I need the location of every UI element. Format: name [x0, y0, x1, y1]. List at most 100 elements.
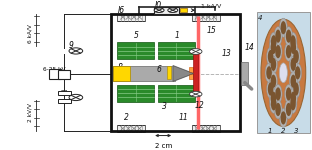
Text: 2: 2	[281, 128, 285, 134]
Text: R2: R2	[60, 99, 68, 104]
Text: 2 kV/V: 2 kV/V	[28, 103, 33, 123]
Bar	[192, 125, 220, 132]
Ellipse shape	[290, 92, 296, 105]
Text: 15: 15	[207, 26, 217, 35]
Ellipse shape	[266, 80, 275, 99]
Ellipse shape	[292, 80, 300, 99]
Text: 6 kA/V: 6 kA/V	[28, 25, 33, 44]
Ellipse shape	[270, 94, 278, 113]
Text: 5: 5	[133, 31, 138, 40]
Ellipse shape	[286, 103, 291, 116]
Text: 2 cm: 2 cm	[154, 143, 172, 149]
Text: 1: 1	[268, 128, 273, 134]
Ellipse shape	[265, 63, 273, 82]
Ellipse shape	[285, 100, 293, 119]
Bar	[117, 125, 145, 132]
Ellipse shape	[280, 111, 286, 124]
Circle shape	[69, 94, 83, 101]
Ellipse shape	[286, 30, 291, 43]
Text: 9: 9	[69, 41, 74, 50]
Circle shape	[154, 8, 164, 12]
Ellipse shape	[290, 41, 296, 54]
Ellipse shape	[270, 32, 278, 51]
Ellipse shape	[275, 30, 281, 43]
Ellipse shape	[285, 84, 293, 103]
Bar	[113, 66, 175, 81]
Text: 2: 2	[124, 113, 129, 122]
Bar	[57, 91, 71, 95]
Ellipse shape	[274, 100, 282, 119]
Text: R1: R1	[60, 90, 68, 95]
Ellipse shape	[289, 89, 297, 108]
Ellipse shape	[279, 18, 287, 37]
Text: 1 kA/V: 1 kA/V	[201, 3, 221, 8]
Ellipse shape	[274, 42, 282, 61]
Bar	[117, 85, 154, 102]
Ellipse shape	[269, 55, 277, 74]
Ellipse shape	[279, 63, 287, 83]
Text: 13: 13	[222, 49, 232, 58]
Circle shape	[190, 91, 202, 97]
Bar	[193, 54, 197, 93]
Ellipse shape	[269, 72, 277, 91]
Text: 7: 7	[52, 71, 57, 77]
Ellipse shape	[290, 75, 296, 88]
Ellipse shape	[274, 27, 282, 46]
Ellipse shape	[293, 82, 299, 96]
Ellipse shape	[275, 45, 281, 58]
Ellipse shape	[266, 47, 275, 66]
Text: 3: 3	[162, 102, 167, 111]
Ellipse shape	[271, 58, 276, 71]
Ellipse shape	[275, 103, 281, 116]
Ellipse shape	[289, 38, 297, 57]
Ellipse shape	[274, 84, 282, 103]
Ellipse shape	[285, 27, 293, 46]
Ellipse shape	[271, 92, 276, 105]
Bar	[189, 74, 193, 79]
Ellipse shape	[289, 32, 297, 51]
Text: 11: 11	[178, 113, 188, 122]
Ellipse shape	[293, 50, 299, 63]
Ellipse shape	[271, 41, 276, 54]
Ellipse shape	[289, 94, 297, 113]
Text: I0: I0	[155, 1, 162, 10]
Bar	[158, 85, 195, 102]
Polygon shape	[173, 66, 193, 81]
Bar	[57, 99, 71, 103]
Bar	[158, 42, 195, 59]
Text: 3: 3	[294, 128, 298, 134]
Bar	[117, 14, 145, 21]
Bar	[192, 14, 220, 21]
Bar	[257, 12, 310, 134]
Text: I6: I6	[118, 6, 125, 15]
Ellipse shape	[289, 72, 297, 91]
Bar	[113, 66, 129, 81]
Circle shape	[190, 49, 202, 54]
Ellipse shape	[275, 87, 281, 101]
Text: 1: 1	[174, 31, 179, 40]
Ellipse shape	[292, 47, 300, 66]
Ellipse shape	[290, 97, 296, 110]
Text: 14: 14	[245, 43, 255, 52]
Ellipse shape	[294, 63, 302, 82]
Bar	[154, 7, 179, 14]
Text: 12: 12	[195, 101, 204, 110]
Bar	[58, 70, 70, 79]
Ellipse shape	[271, 97, 276, 110]
Text: 6-25 kV: 6-25 kV	[43, 67, 66, 72]
Ellipse shape	[279, 108, 287, 128]
Ellipse shape	[261, 19, 306, 126]
Ellipse shape	[290, 35, 296, 48]
Bar	[167, 66, 171, 79]
Bar	[189, 67, 193, 72]
Ellipse shape	[285, 42, 293, 61]
Bar	[117, 42, 154, 59]
Ellipse shape	[269, 89, 277, 108]
Bar	[180, 8, 187, 12]
Ellipse shape	[289, 55, 297, 74]
Text: 6: 6	[157, 66, 162, 75]
Ellipse shape	[271, 35, 276, 48]
Circle shape	[168, 8, 178, 12]
Ellipse shape	[286, 45, 291, 58]
Text: 4: 4	[258, 15, 262, 21]
